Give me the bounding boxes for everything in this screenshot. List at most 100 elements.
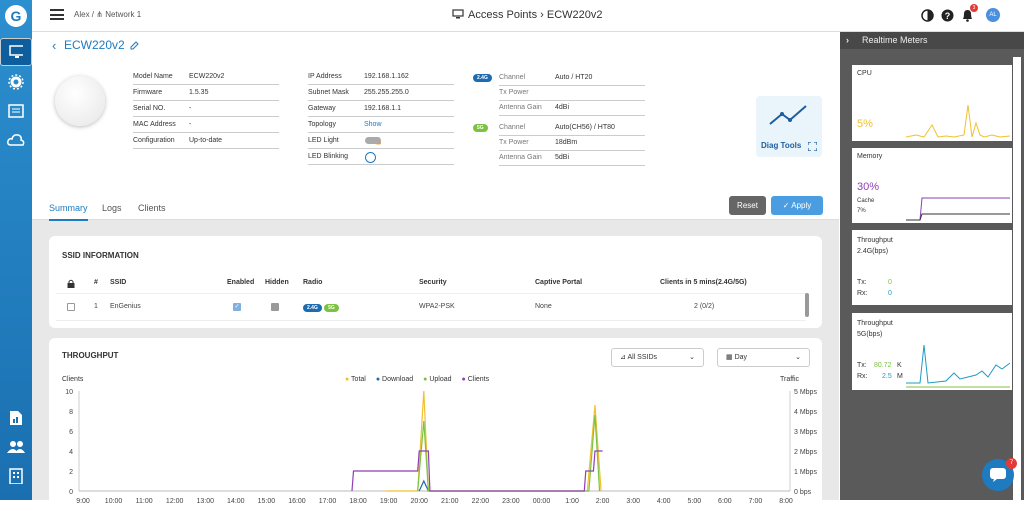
diag-tools-card[interactable]: Diag Tools: [756, 96, 822, 157]
apply-label: Apply: [791, 201, 812, 210]
info-value[interactable]: Show: [364, 121, 382, 128]
nav-cloud-icon[interactable]: [6, 130, 26, 150]
series-clients: [351, 450, 603, 492]
divider: [499, 100, 645, 101]
bell-icon[interactable]: [961, 9, 974, 22]
device-header: ‹ ECW220v2 Model Name ECW220v2 Firmware 1.5…: [32, 32, 839, 196]
info-value: ECW220v2: [189, 73, 225, 80]
page-title-text: Access Points › ECW220v2: [468, 9, 603, 21]
info-value: -: [189, 105, 192, 112]
legend-dot: ●: [461, 376, 468, 383]
divider: [133, 148, 279, 149]
apply-button[interactable]: ✓ Apply: [771, 196, 823, 215]
x-tick: 17:00: [319, 498, 337, 505]
nav-reports-icon[interactable]: [6, 101, 26, 121]
legend-item[interactable]: ● Download: [376, 376, 413, 383]
ssid-column-header: Radio: [303, 279, 323, 286]
divider: [499, 135, 645, 136]
ssid-card: SSID INFORMATION # SSID Enabled Hidden Radio…: [49, 236, 822, 328]
radio-key: Channel: [499, 74, 526, 81]
range-select[interactable]: ▦ Day ⌄: [717, 348, 810, 367]
x-tick: 4:00: [657, 498, 671, 505]
info-value: 192.168.1.162: [364, 73, 409, 80]
ssid-column-header: Enabled: [227, 279, 255, 286]
breadcrumb: Alex / ⋔ Network 1: [74, 10, 141, 19]
ssid-title: SSID INFORMATION: [62, 251, 139, 260]
cpu-value: 5%: [857, 118, 873, 130]
chevron-down-icon: ⌄: [795, 354, 801, 361]
ssid-scrollbar[interactable]: [805, 293, 809, 317]
info-value: 1.5.35: [189, 89, 209, 96]
y-left-tick: 2: [69, 469, 73, 476]
radio-value: Auto(CH56) / HT80: [555, 124, 615, 131]
back-icon[interactable]: ‹: [52, 38, 57, 53]
divider: [133, 84, 279, 85]
info-value: 192.168.1.1: [364, 105, 401, 112]
cache-label: Cache: [857, 198, 875, 204]
divider: [308, 84, 454, 85]
radio-key: Tx Power: [499, 139, 529, 146]
tab-clients[interactable]: Clients: [138, 203, 166, 213]
ssid-select[interactable]: ⊿ All SSIDs ⌄: [611, 348, 704, 367]
nav-settings-icon[interactable]: [6, 72, 26, 92]
tab-summary[interactable]: Summary: [49, 203, 88, 221]
legend-item[interactable]: ● Clients: [462, 376, 490, 383]
theme-toggle-icon[interactable]: [921, 9, 934, 22]
x-tick: 21:00: [441, 498, 459, 505]
reset-button[interactable]: Reset: [729, 196, 766, 215]
rm-scrollbar[interactable]: [1013, 57, 1021, 501]
radio-value: 5dBi: [555, 154, 570, 161]
radio-badge: 2.4G: [473, 74, 492, 82]
legend-label: Upload: [429, 376, 452, 383]
x-tick: 22:00: [472, 498, 490, 505]
legend-dot: ●: [423, 376, 430, 383]
info-key: MAC Address: [133, 121, 176, 128]
enabled-checkbox[interactable]: ✓: [233, 303, 241, 311]
nav-users-icon[interactable]: [6, 437, 26, 457]
info-value: -: [189, 121, 192, 128]
legend-dot: ●: [345, 376, 352, 383]
ssid-column-header: Security: [419, 279, 447, 286]
row-checkbox[interactable]: [67, 303, 75, 311]
y-right-tick: 3 Mbps: [794, 429, 817, 436]
divider: [133, 116, 279, 117]
cpu-sparkline: [906, 104, 1010, 138]
info-key: Topology: [308, 121, 337, 128]
hidden-checkbox[interactable]: [271, 303, 279, 311]
traffic-axis-label: Traffic: [780, 376, 800, 383]
x-tick: 1:00: [565, 498, 579, 505]
cpu-label: CPU: [857, 70, 872, 77]
led-toggle[interactable]: [365, 137, 381, 144]
avatar[interactable]: AL: [986, 8, 1000, 22]
breadcrumb-network[interactable]: Network 1: [105, 10, 142, 19]
help-icon[interactable]: ?: [941, 9, 954, 22]
nav-devices-icon[interactable]: [0, 38, 32, 66]
menu-icon[interactable]: [50, 9, 64, 20]
tab-logs[interactable]: Logs: [102, 203, 122, 213]
expand-icon[interactable]: [808, 142, 817, 151]
edit-icon[interactable]: [130, 40, 140, 50]
row-clients: 2 (0/2): [694, 303, 715, 310]
led-blink-icon[interactable]: [365, 152, 376, 163]
divider: [133, 100, 279, 101]
info-key: LED Light: [308, 137, 339, 144]
legend-item[interactable]: ● Upload: [423, 376, 451, 383]
x-tick: 11:00: [136, 498, 153, 505]
check-icon: ✓: [782, 201, 792, 210]
throughput-chart: 10 8 6 4 2 0 5 Mbps 4 Mbps 3 Mbps 2 Mbps 1 Mbps 0 b…: [65, 389, 817, 505]
info-key: LED Blinking: [308, 153, 349, 160]
engenius-logo[interactable]: G: [5, 5, 27, 27]
chevron-down-icon: ⌄: [689, 354, 695, 361]
nav-document-icon[interactable]: [6, 408, 26, 428]
tp24-rx-label: Rx:: [857, 290, 868, 297]
cache-value: 7%: [857, 208, 866, 214]
collapse-icon[interactable]: ›: [846, 35, 849, 45]
breadcrumb-user[interactable]: Alex /: [74, 10, 95, 19]
diag-chart-icon: [769, 105, 807, 125]
legend-item[interactable]: ● Total: [345, 376, 366, 383]
x-tick: 8:00: [779, 498, 793, 505]
info-key: Serial NO.: [133, 105, 166, 112]
tab-bar: [32, 196, 839, 220]
divider: [133, 132, 279, 133]
nav-building-icon[interactable]: [6, 466, 26, 486]
